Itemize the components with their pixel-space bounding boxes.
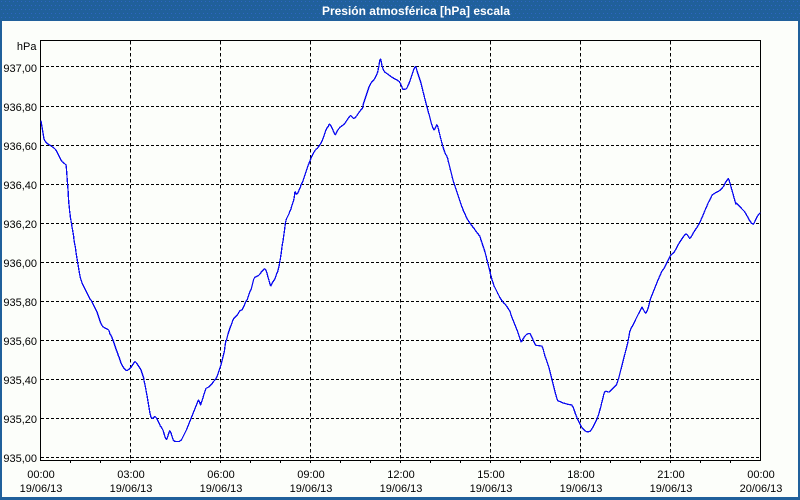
svg-text:19/06/13: 19/06/13	[380, 483, 423, 495]
svg-text:00:00: 00:00	[27, 469, 55, 481]
svg-text:19/06/13: 19/06/13	[290, 483, 333, 495]
svg-text:09:00: 09:00	[297, 469, 325, 481]
svg-text:hPa: hPa	[17, 41, 37, 53]
svg-text:18:00: 18:00	[567, 469, 595, 481]
svg-text:935,40: 935,40	[3, 375, 37, 387]
svg-text:935,20: 935,20	[3, 414, 37, 426]
svg-text:936,40: 936,40	[3, 180, 37, 192]
svg-text:00:00: 00:00	[747, 469, 775, 481]
svg-text:937,00: 937,00	[3, 63, 37, 75]
svg-text:935,80: 935,80	[3, 297, 37, 309]
svg-text:21:00: 21:00	[657, 469, 685, 481]
svg-text:936,60: 936,60	[3, 141, 37, 153]
svg-text:19/06/13: 19/06/13	[560, 483, 603, 495]
svg-text:936,80: 936,80	[3, 102, 37, 114]
svg-text:Presión atmosférica [hPa] esca: Presión atmosférica [hPa] escala	[322, 4, 510, 18]
svg-text:06:00: 06:00	[207, 469, 235, 481]
svg-text:12:00: 12:00	[387, 469, 415, 481]
svg-text:20/06/13: 20/06/13	[740, 483, 783, 495]
svg-text:19/06/13: 19/06/13	[20, 483, 63, 495]
svg-text:19/06/13: 19/06/13	[110, 483, 153, 495]
svg-text:936,00: 936,00	[3, 258, 37, 270]
svg-text:03:00: 03:00	[117, 469, 145, 481]
svg-text:19/06/13: 19/06/13	[650, 483, 693, 495]
svg-text:19/06/13: 19/06/13	[470, 483, 513, 495]
svg-text:935,60: 935,60	[3, 336, 37, 348]
svg-text:19/06/13: 19/06/13	[200, 483, 243, 495]
svg-text:935,00: 935,00	[3, 453, 37, 465]
svg-text:15:00: 15:00	[477, 469, 505, 481]
svg-text:936,20: 936,20	[3, 219, 37, 231]
